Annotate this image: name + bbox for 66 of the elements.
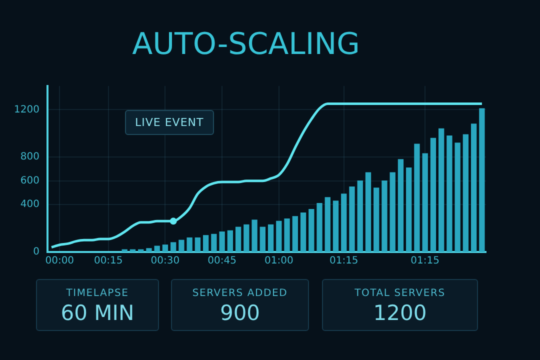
bar [300, 212, 306, 252]
bar [470, 124, 477, 252]
bar [357, 180, 363, 252]
bar [430, 138, 436, 252]
bar [170, 242, 176, 252]
bar [422, 153, 428, 252]
bar [292, 216, 298, 252]
bar [252, 220, 258, 252]
bar [227, 230, 234, 252]
x-tick-label: 00:15 [94, 256, 123, 267]
bar [479, 108, 485, 252]
x-tick-label: 01:15 [329, 256, 358, 267]
bar [438, 128, 444, 252]
bar [332, 200, 339, 252]
x-tick-label: 00:45 [208, 256, 236, 267]
bar [316, 203, 322, 252]
bar [374, 188, 380, 252]
text: 1200 [372, 301, 428, 325]
bar [194, 237, 201, 252]
bar [235, 226, 242, 252]
x-tick-label: 00:30 [150, 256, 180, 267]
x-tick-label: 01:15 [410, 256, 440, 267]
bar [308, 208, 314, 252]
bar [406, 167, 412, 252]
y-tick-label: 1200 [14, 104, 40, 116]
x-tick-label: 00:00 [45, 256, 74, 267]
bar [462, 134, 469, 252]
bar [341, 194, 347, 252]
bar [454, 142, 460, 252]
bar [382, 180, 388, 252]
bar [349, 186, 355, 252]
bar [178, 240, 184, 252]
text: 900 [218, 301, 262, 325]
bar [390, 172, 396, 252]
bar [219, 232, 225, 252]
bar [162, 244, 168, 252]
chart-title: AUTO-SCALING [132, 26, 360, 62]
bar [276, 220, 282, 252]
bar [284, 218, 290, 252]
bar [324, 197, 330, 252]
x-tick-label: 01:00 [264, 256, 294, 267]
bar [244, 224, 250, 252]
y-tick-label: 800 [20, 152, 40, 163]
bar [138, 249, 144, 252]
text: TIMELAPSE [65, 288, 130, 299]
text: 60 MIN [60, 301, 136, 325]
bar [398, 159, 404, 252]
bar [130, 249, 136, 252]
bar [211, 234, 217, 252]
bar [154, 246, 160, 252]
bar [122, 249, 128, 252]
y-tick-label: 0 [33, 246, 40, 258]
y-tick-label: 400 [20, 199, 40, 210]
bar [446, 135, 452, 252]
bar [146, 248, 152, 252]
bar [414, 144, 420, 252]
y-tick-label: 600 [20, 175, 40, 186]
bar [186, 237, 192, 252]
bar [268, 224, 274, 252]
bar [365, 172, 372, 252]
annotation: LIVE EVENT [125, 110, 214, 135]
text: TOTAL SERVERS [354, 288, 446, 299]
line-series [50, 102, 484, 249]
text: SERVERS ADDED [191, 288, 289, 299]
bar [260, 226, 266, 252]
bar [202, 235, 209, 252]
